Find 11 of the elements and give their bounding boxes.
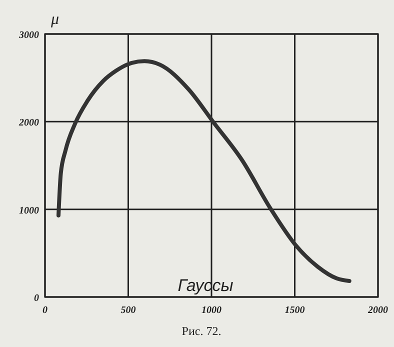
x-tick-label: 1500 — [284, 305, 305, 316]
x-tick-label: 500 — [120, 305, 136, 316]
x-tick-label: 0 — [42, 305, 48, 316]
y-tick-label: 2000 — [18, 118, 39, 129]
x-tick-label: 1000 — [202, 305, 222, 316]
y-tick-label: 1000 — [19, 205, 39, 216]
text: Рис. 72. — [182, 324, 222, 338]
y-tick-label: 0 — [34, 293, 39, 304]
y-axis-title: μ — [50, 11, 60, 28]
x-tick-label: 2000 — [367, 305, 388, 316]
y-tick-label: 3000 — [18, 30, 39, 41]
